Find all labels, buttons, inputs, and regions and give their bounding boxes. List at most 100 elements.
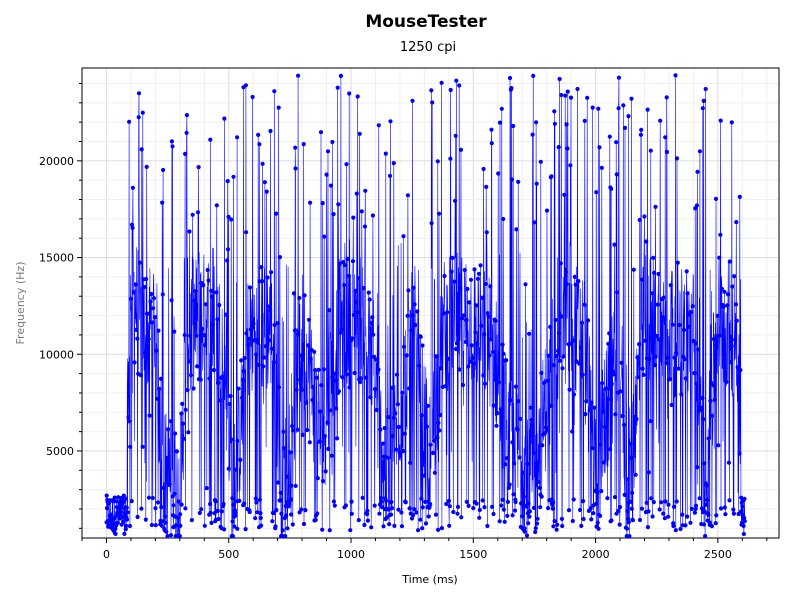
data-point bbox=[193, 289, 198, 294]
data-point bbox=[186, 430, 191, 435]
data-point bbox=[511, 492, 516, 497]
data-point bbox=[209, 520, 214, 526]
data-point bbox=[190, 212, 195, 217]
data-point bbox=[328, 183, 334, 188]
data-point bbox=[282, 446, 287, 451]
data-point bbox=[578, 345, 584, 350]
data-point bbox=[129, 499, 134, 504]
data-point bbox=[298, 377, 303, 382]
data-point bbox=[424, 424, 429, 429]
data-point bbox=[343, 503, 348, 508]
data-point bbox=[535, 516, 540, 521]
data-point bbox=[228, 394, 233, 399]
data-point bbox=[274, 508, 279, 513]
data-point bbox=[365, 511, 370, 517]
data-point bbox=[254, 500, 259, 505]
data-point bbox=[646, 470, 651, 475]
data-point bbox=[272, 89, 277, 94]
data-point bbox=[450, 255, 455, 260]
data-point bbox=[594, 490, 600, 495]
data-point bbox=[371, 332, 376, 337]
data-point bbox=[535, 459, 541, 465]
data-point bbox=[203, 343, 208, 348]
y-tick-label: 15000 bbox=[39, 252, 74, 265]
data-point bbox=[386, 415, 391, 420]
data-point bbox=[577, 361, 582, 366]
data-point bbox=[539, 494, 544, 499]
data-point bbox=[458, 286, 463, 291]
data-point bbox=[181, 421, 186, 426]
data-point bbox=[408, 460, 413, 465]
data-point bbox=[387, 522, 392, 527]
data-point bbox=[263, 344, 268, 349]
data-point bbox=[439, 526, 444, 531]
data-point bbox=[607, 134, 612, 139]
data-point bbox=[164, 529, 169, 534]
data-point bbox=[428, 442, 433, 447]
data-point bbox=[388, 119, 393, 124]
series-line bbox=[106, 75, 746, 537]
data-point bbox=[340, 375, 345, 380]
data-point bbox=[273, 524, 278, 529]
data-point bbox=[419, 413, 424, 418]
data-point bbox=[549, 174, 554, 179]
data-point bbox=[204, 486, 209, 491]
data-point bbox=[625, 526, 630, 531]
data-point bbox=[127, 119, 132, 124]
data-point bbox=[565, 89, 570, 94]
y-tick-label: 5000 bbox=[46, 445, 74, 458]
data-point bbox=[183, 407, 188, 412]
data-point bbox=[305, 427, 310, 433]
data-point bbox=[262, 355, 267, 360]
data-point bbox=[439, 80, 444, 85]
data-point bbox=[169, 298, 174, 303]
data-point bbox=[527, 514, 532, 519]
data-point bbox=[528, 405, 533, 410]
data-point bbox=[436, 420, 441, 425]
data-point bbox=[457, 367, 462, 372]
data-point bbox=[524, 504, 529, 509]
data-point bbox=[516, 399, 521, 404]
data-point bbox=[485, 311, 490, 316]
data-point bbox=[243, 527, 248, 532]
data-point bbox=[447, 523, 452, 528]
data-point bbox=[673, 528, 678, 533]
data-point bbox=[625, 516, 631, 522]
data-point bbox=[721, 304, 726, 309]
data-point bbox=[184, 113, 189, 118]
data-point bbox=[670, 322, 675, 327]
data-point bbox=[579, 523, 584, 529]
data-point bbox=[604, 386, 609, 391]
data-point bbox=[325, 149, 331, 154]
data-point bbox=[495, 411, 500, 416]
data-point bbox=[679, 392, 684, 397]
data-point bbox=[277, 255, 282, 260]
data-point bbox=[313, 368, 318, 373]
data-point bbox=[636, 375, 641, 380]
data-point bbox=[637, 517, 643, 523]
data-point bbox=[500, 342, 505, 347]
data-point bbox=[322, 434, 327, 439]
data-point bbox=[192, 298, 197, 304]
data-point bbox=[457, 83, 462, 88]
data-point bbox=[613, 412, 618, 417]
data-point bbox=[123, 496, 128, 501]
data-point bbox=[131, 290, 136, 295]
data-point bbox=[552, 519, 557, 524]
data-point bbox=[513, 384, 519, 389]
data-point bbox=[136, 115, 141, 120]
data-point bbox=[552, 109, 557, 114]
data-point bbox=[387, 173, 393, 178]
data-point bbox=[617, 505, 623, 510]
data-point bbox=[235, 526, 240, 531]
data-point bbox=[480, 295, 485, 300]
data-point bbox=[646, 509, 651, 514]
data-point bbox=[448, 156, 453, 161]
data-point bbox=[143, 350, 148, 355]
data-point bbox=[475, 341, 480, 346]
data-point bbox=[498, 407, 503, 412]
data-point bbox=[583, 412, 588, 417]
data-point bbox=[366, 290, 371, 295]
data-point bbox=[537, 485, 542, 490]
